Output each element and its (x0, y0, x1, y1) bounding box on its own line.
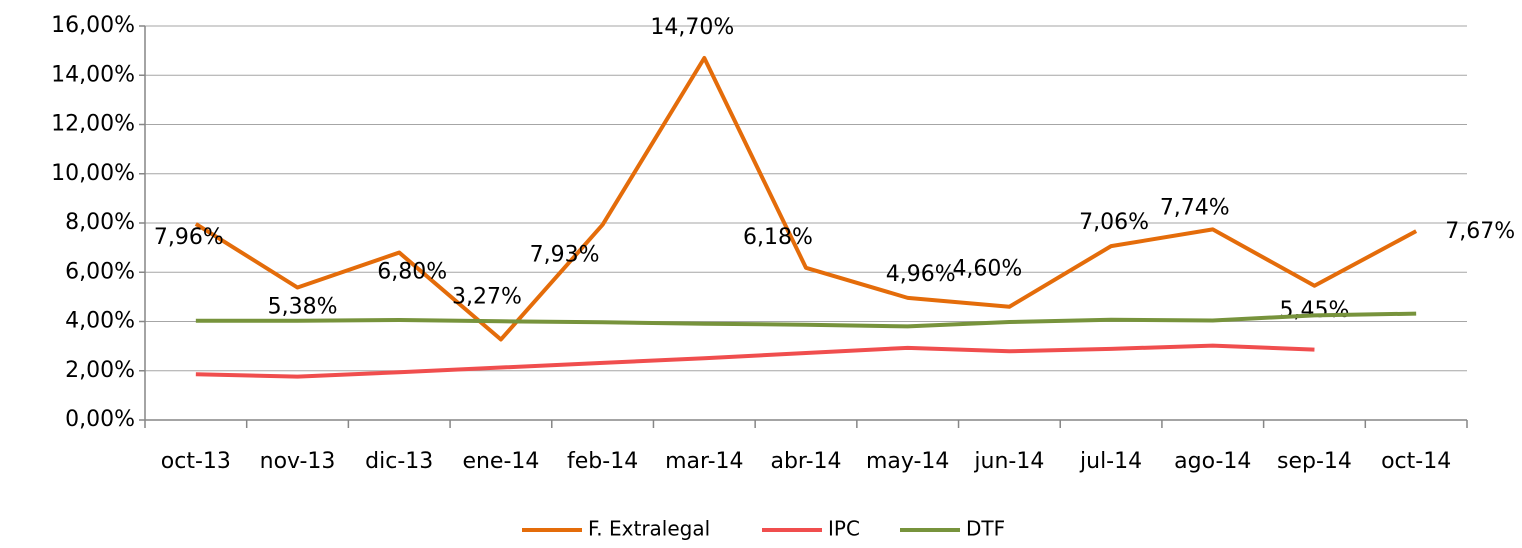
data-label: 6,18% (743, 225, 813, 250)
y-tick-label: 8,00% (65, 210, 135, 235)
x-tick-label: ene-14 (462, 449, 539, 474)
x-tick-label: sep-14 (1277, 449, 1352, 474)
x-tick-label: abr-14 (770, 449, 841, 474)
legend-label: F. Extralegal (588, 517, 710, 541)
data-label: 7,96% (154, 225, 224, 250)
x-tick-label: jul-14 (1079, 449, 1142, 474)
data-label: 6,80% (377, 260, 447, 285)
y-tick-label: 6,00% (65, 259, 135, 284)
data-label: 7,06% (1079, 210, 1149, 235)
data-label: 14,70% (650, 15, 734, 40)
data-label: 4,60% (952, 257, 1022, 282)
x-tick-label: feb-14 (567, 449, 638, 474)
x-tick-label: ago-14 (1174, 449, 1251, 474)
data-label: 7,67% (1445, 219, 1515, 244)
x-tick-label: jun-14 (973, 449, 1044, 474)
legend-label: DTF (966, 517, 1005, 541)
x-tick-label: nov-13 (260, 449, 336, 474)
y-tick-label: 10,00% (51, 161, 135, 186)
y-tick-label: 0,00% (65, 407, 135, 432)
x-tick-label: dic-13 (365, 449, 433, 474)
data-label: 4,96% (886, 262, 956, 287)
x-tick-label: oct-13 (161, 449, 231, 474)
y-tick-label: 4,00% (65, 309, 135, 334)
y-tick-label: 14,00% (51, 62, 135, 87)
x-tick-label: may-14 (866, 449, 949, 474)
y-tick-label: 2,00% (65, 358, 135, 383)
x-tick-label: mar-14 (665, 449, 743, 474)
y-tick-label: 12,00% (51, 112, 135, 137)
y-tick-label: 16,00% (51, 13, 135, 38)
data-label: 5,38% (268, 295, 338, 320)
data-label: 5,45% (1280, 298, 1350, 323)
data-label: 7,74% (1160, 195, 1230, 220)
series-line (195, 311, 1417, 329)
legend-label: IPC (828, 517, 860, 541)
data-label: 3,27% (452, 284, 522, 309)
series-line (194, 56, 1418, 342)
data-label: 7,93% (530, 243, 600, 268)
series-line (195, 343, 1315, 379)
x-tick-label: oct-14 (1381, 449, 1451, 474)
